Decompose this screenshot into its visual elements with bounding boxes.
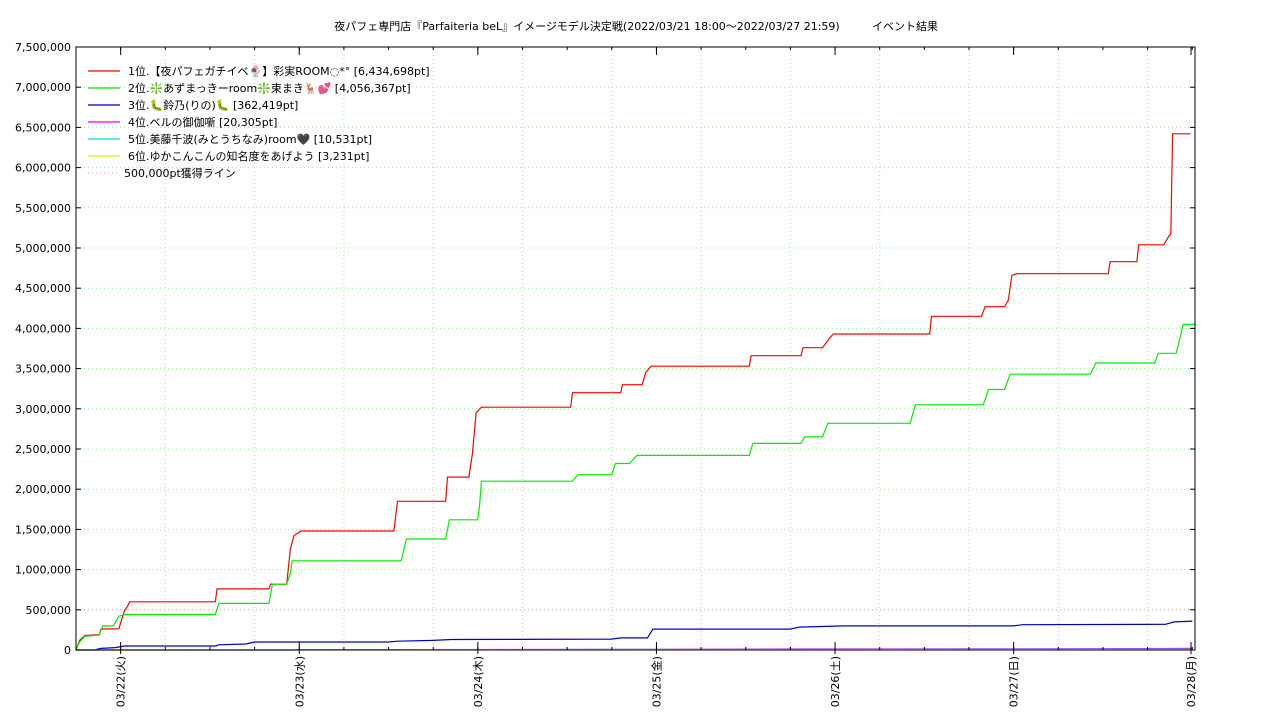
y-tick-label: 2,500,000: [15, 443, 71, 456]
y-tick-label: 0: [64, 644, 71, 657]
legend-label: 1位.【夜パフェガチイベ🍨】彩実ROOM◌*° [6,434,698pt]: [128, 64, 430, 78]
series-line: [76, 620, 1193, 651]
y-axis: 0 500,000 1,000,000 1,500,000 2,000,000 2,500…: [15, 41, 1195, 657]
x-tick-label: 03/22(火): [115, 656, 128, 707]
grid-lines: [76, 47, 1195, 650]
x-tick-label: 03/24(木): [472, 656, 485, 707]
x-tick-label: 03/26(土): [829, 656, 842, 707]
y-tick-label: 500,000: [26, 604, 72, 617]
plot-frame: [75, 46, 1196, 651]
series-line: [75, 323, 1196, 651]
y-tick-label: 6,000,000: [15, 162, 71, 175]
y-tick-label: 7,500,000: [15, 41, 71, 54]
x-tick-label: 03/23(水): [293, 656, 306, 707]
legend-label: 500,000pt獲得ライン: [124, 167, 236, 180]
y-tick-label: 7,000,000: [15, 81, 71, 94]
legend-label: 3位.🐛鈴乃(りの)🐛 [362,419pt]: [128, 98, 298, 112]
series-line: [75, 133, 1191, 651]
y-tick-label: 4,500,000: [15, 282, 71, 295]
y-tick-label: 1,000,000: [15, 564, 71, 577]
legend-label: 5位.美藤千波(みとうちなみ)room🖤 [10,531pt]: [128, 132, 372, 146]
x-tick-label: 03/28(月): [1185, 656, 1198, 707]
legend-label: 4位.ベルの御伽噺 [20,305pt]: [128, 115, 277, 129]
x-tick-label: 03/27(日): [1008, 656, 1021, 707]
y-tick-label: 4,000,000: [15, 322, 71, 335]
y-tick-label: 5,000,000: [15, 242, 71, 255]
legend-label: 6位.ゆかこんこんの知名度をあげよう [3,231pt]: [128, 149, 369, 163]
y-tick-label: 3,500,000: [15, 363, 71, 376]
legend: 1位.【夜パフェガチイベ🍨】彩実ROOM◌*° [6,434,698pt] 2位.…: [88, 64, 430, 180]
y-tick-label: 1,500,000: [15, 523, 71, 536]
legend-label: 2位.❇️あずまっきーroom❇️束まき🦌💕 [4,056,367pt]: [128, 81, 411, 95]
y-tick-label: 3,000,000: [15, 403, 71, 416]
chart-title: 夜パフェ専門店『Parfaiteria beL』イメージモデル決定戦(2022/…: [334, 19, 839, 33]
y-tick-label: 2,000,000: [15, 483, 71, 496]
x-axis: 03/22(火) 03/23(水) 03/24(木) 03/25(金) 03/26(土)…: [115, 47, 1198, 707]
x-tick-label: 03/25(金): [649, 656, 663, 707]
chart-subtitle: イベント結果: [872, 19, 938, 33]
y-tick-label: 6,500,000: [15, 121, 71, 134]
series-lines: [75, 133, 1196, 651]
y-tick-label: 5,500,000: [15, 202, 71, 215]
